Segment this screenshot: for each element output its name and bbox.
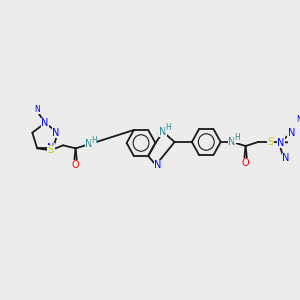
Text: H: H bbox=[91, 136, 97, 145]
Text: S: S bbox=[268, 137, 274, 147]
Text: S: S bbox=[48, 145, 54, 155]
Text: N: N bbox=[296, 115, 300, 124]
Text: N: N bbox=[229, 137, 236, 147]
Text: N: N bbox=[282, 153, 290, 163]
Text: N: N bbox=[159, 127, 167, 137]
Text: N: N bbox=[47, 143, 55, 153]
Text: H: H bbox=[234, 134, 240, 142]
Text: N: N bbox=[288, 128, 296, 138]
Text: N: N bbox=[52, 128, 60, 138]
Text: N: N bbox=[85, 139, 93, 149]
Text: O: O bbox=[242, 158, 249, 168]
Text: N: N bbox=[34, 104, 40, 113]
Text: N: N bbox=[277, 138, 284, 148]
Text: N: N bbox=[41, 118, 49, 128]
Text: H: H bbox=[165, 122, 171, 131]
Text: O: O bbox=[72, 160, 80, 170]
Text: N: N bbox=[154, 160, 161, 170]
